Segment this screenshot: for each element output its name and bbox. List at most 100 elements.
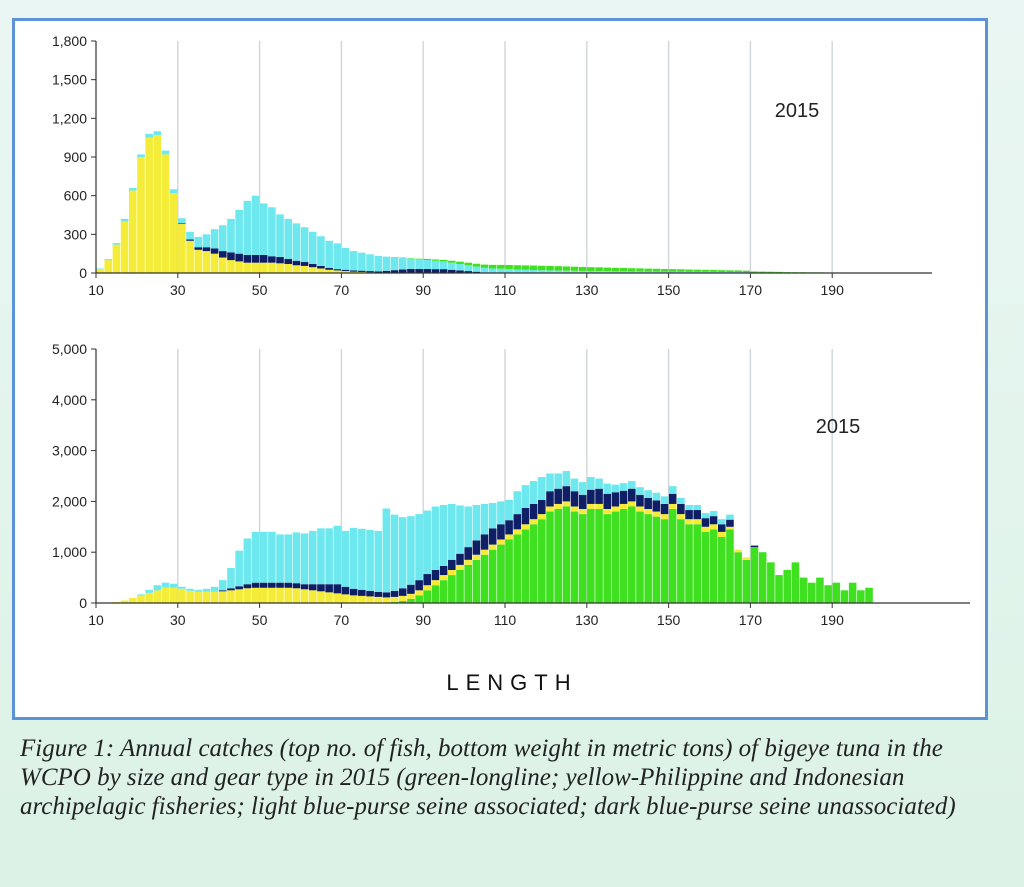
chart2-x-tick-label-70: 70: [334, 612, 350, 628]
chart2-bar-longline-184: [807, 582, 816, 603]
chart2-bar-archipelagic-98: [456, 564, 464, 570]
chart2-x-tick-label-150: 150: [657, 612, 681, 628]
chart1-bar-ps_associated-66: [325, 240, 333, 268]
chart2-bar-longline-140: [628, 506, 636, 603]
chart2-bar-ps_associated-80: [382, 508, 391, 593]
chart1-bar-ps_associated-42: [227, 218, 235, 253]
chart1-bar-ps_associated-74: [358, 252, 366, 271]
chart2-bar-ps_associated-150: [668, 486, 677, 494]
chart1-bar-longline-176: [775, 271, 783, 273]
chart2-bar-ps_unassociated-52: [268, 582, 276, 588]
chart1-bar-longline-132: [595, 267, 603, 272]
chart2-bar-archipelagic-142: [636, 506, 644, 512]
chart2-bar-ps_unassociated-128: [578, 494, 587, 510]
chart2-bar-archipelagic-108: [497, 539, 505, 545]
chart2-bar-ps_associated-126: [570, 478, 579, 492]
chart1-bar-archipelagic-50: [259, 262, 268, 273]
chart1-bar-archipelagic-18: [129, 190, 137, 273]
chart2-bar-longline-100: [464, 564, 472, 603]
chart2-bar-archipelagic-30: [178, 588, 186, 603]
chart2-bar-ps_associated-124: [562, 470, 571, 487]
chart1-bar-longline-146: [652, 268, 661, 272]
chart2-bar-archipelagic-42: [227, 590, 235, 603]
chart1-bar-longline-86: [407, 258, 415, 259]
chart2-bar-longline-128: [578, 514, 587, 603]
chart1-bar-ps_unassociated-66: [325, 267, 333, 270]
chart2-bar-archipelagic-22: [145, 592, 153, 603]
chart1-bar-archipelagic-52: [268, 262, 276, 273]
chart1-bar-ps_unassociated-34: [194, 247, 203, 250]
chart2-bar-archipelagic-18: [129, 597, 137, 603]
chart2-bar-ps_associated-38: [210, 586, 219, 592]
chart2-bar-ps_associated-64: [317, 528, 325, 585]
chart1-bar-longline-88: [415, 258, 423, 260]
chart1-bar-ps_associated-54: [276, 214, 284, 257]
chart2-bar-ps_unassociated-80: [382, 592, 391, 598]
chart2-bar-ps_unassociated-42: [227, 588, 235, 591]
chart2-bar-ps_associated-142: [636, 487, 644, 495]
chart2-bar-ps_associated-146: [652, 492, 661, 501]
chart2-bar-ps_associated-112: [513, 491, 522, 515]
chart2-bar-longline-138: [619, 509, 628, 603]
chart1-bar-ps_associated-158: [701, 271, 710, 273]
chart2-bar-longline-112: [513, 534, 522, 603]
chart1-bar-ps_unassociated-78: [374, 271, 382, 273]
chart2-bar-ps_associated-44: [235, 550, 243, 587]
chart1-bar-longline-136: [611, 267, 620, 272]
chart2-x-tick-label-130: 130: [575, 612, 599, 628]
chart1-bar-ps_associated-120: [546, 270, 554, 273]
chart2-bar-longline-126: [570, 511, 579, 603]
chart2-bar-archipelagic-120: [546, 506, 554, 512]
chart1-bar-longline-130: [587, 267, 595, 272]
chart2-bar-ps_unassociated-164: [726, 519, 734, 527]
chart1-bar-ps_unassociated-64: [317, 265, 325, 269]
chart1-bar-ps_associated-52: [268, 207, 276, 257]
chart2-bar-ps_unassociated-138: [619, 490, 628, 504]
chart1-bar-ps_unassociated-76: [366, 271, 374, 273]
chart2-bar-archipelagic-136: [611, 506, 620, 512]
chart2-bar-ps_unassociated-152: [677, 503, 685, 515]
chart1-bar-ps_unassociated-90: [423, 269, 432, 273]
chart1-bar-ps_unassociated-98: [456, 270, 464, 273]
chart2-bar-ps_associated-134: [603, 483, 612, 494]
chart1-bar-ps_associated-102: [472, 266, 481, 272]
chart1-bar-ps_associated-38: [210, 229, 219, 249]
chart2-bar-archipelagic-154: [685, 519, 693, 525]
chart1-x-tick-label-90: 90: [415, 282, 431, 298]
chart1-bar-ps_associated-94: [439, 261, 448, 270]
chart2-bar-archipelagic-128: [578, 509, 587, 515]
chart2-bar-archipelagic-86: [407, 593, 415, 599]
chart2-bar-ps_unassociated-48: [251, 582, 260, 588]
chart2-bar-archipelagic-84: [398, 595, 407, 601]
chart2-bar-longline-148: [660, 519, 669, 603]
chart1-bar-ps_associated-46: [243, 200, 252, 255]
chart1-bar-ps_associated-60: [300, 227, 309, 263]
chart2-bar-ps_associated-24: [153, 585, 162, 591]
chart2-bar-ps_unassociated-130: [587, 489, 595, 504]
chart2-bar-archipelagic-28: [169, 587, 178, 603]
chart2-bar-ps_unassociated-158: [701, 518, 710, 527]
chart1-bar-ps_associated-40: [219, 225, 227, 252]
chart1-bar-archipelagic-68: [333, 270, 342, 273]
chart1-bar-ps_unassociated-40: [219, 251, 227, 258]
chart2-bar-longline-142: [636, 511, 644, 603]
chart1-bar-ps_associated-156: [693, 271, 702, 273]
chart1-bar-archipelagic-66: [325, 269, 333, 273]
chart2-x-tick-label-90: 90: [415, 612, 431, 628]
chart1-bar-ps_associated-110: [505, 269, 513, 273]
chart1-bar-archipelagic-44: [235, 261, 243, 273]
chart2-bar-longline-172: [758, 552, 767, 603]
chart1-bar-ps_associated-88: [415, 259, 423, 270]
chart1-bar-ps_associated-28: [169, 189, 178, 194]
chart1-bar-longline-144: [644, 268, 652, 272]
chart2-bar-ps_associated-54: [276, 534, 284, 583]
chart1-bar-ps_associated-76: [366, 254, 374, 272]
chart1-bar-ps_associated-124: [562, 270, 571, 273]
chart1-bar-ps_unassociated-48: [251, 254, 260, 263]
chart2-bar-ps_unassociated-144: [644, 497, 652, 510]
chart1-bar-ps_associated-64: [317, 236, 325, 266]
chart2-bar-longline-84: [398, 600, 407, 603]
chart2-bar-ps_unassociated-126: [570, 491, 579, 507]
chart1-bar-ps_unassociated-58: [292, 260, 301, 266]
chart1-bar-archipelagic-70: [341, 271, 350, 273]
